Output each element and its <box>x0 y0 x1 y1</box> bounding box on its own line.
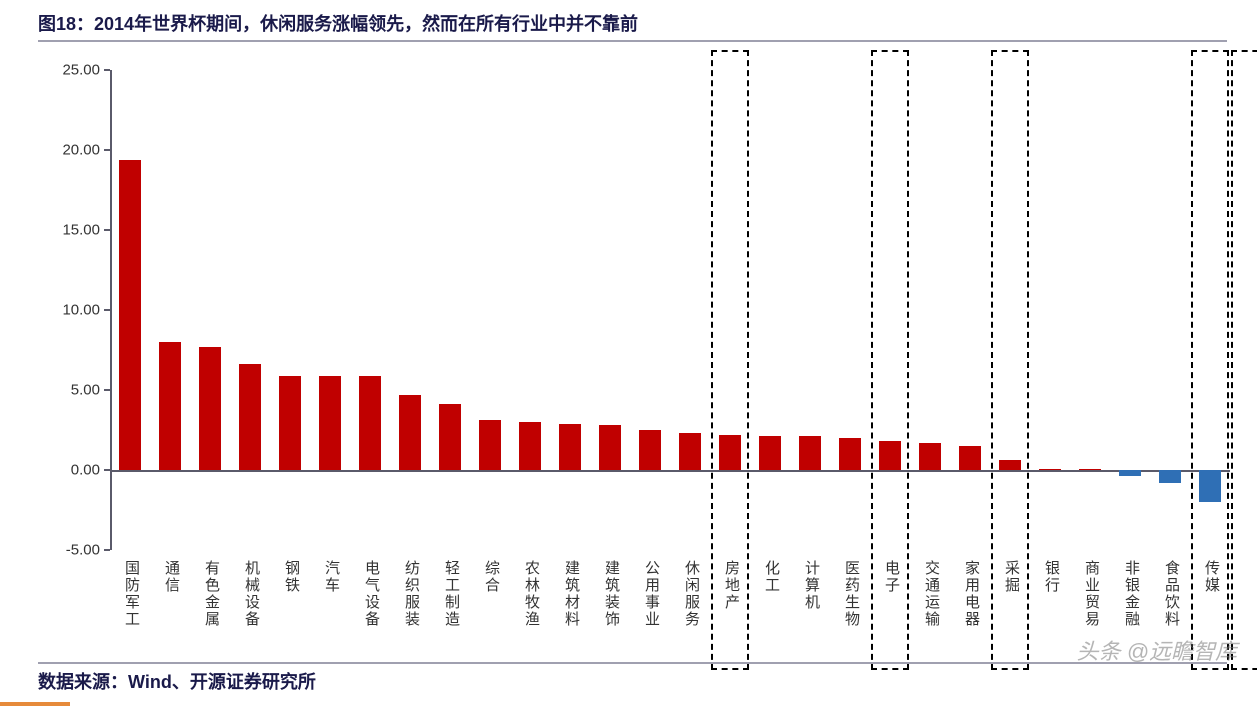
bar <box>719 435 741 470</box>
x-label: 传媒 <box>1201 560 1222 594</box>
bar <box>959 446 981 470</box>
bar <box>1159 470 1181 483</box>
y-tick-label: 10.00 <box>40 302 100 319</box>
bar <box>919 443 941 470</box>
bar <box>319 376 341 470</box>
bar <box>279 376 301 470</box>
y-tick-label: 15.00 <box>40 222 100 239</box>
bar <box>159 342 181 470</box>
x-label: 电气设备 <box>361 560 382 628</box>
x-label: 房地产 <box>721 560 742 611</box>
bar <box>359 376 381 470</box>
x-label: 有色金属 <box>201 560 222 628</box>
source-divider <box>38 662 1227 664</box>
bar <box>679 433 701 470</box>
title-divider <box>38 40 1227 42</box>
bar <box>439 404 461 470</box>
x-label: 交通运输 <box>921 560 942 628</box>
bar <box>199 347 221 470</box>
bar <box>839 438 861 470</box>
bar <box>479 420 501 470</box>
bar <box>239 364 261 470</box>
y-tick-label: 20.00 <box>40 142 100 159</box>
bar <box>799 436 821 470</box>
x-label: 电子 <box>881 560 902 594</box>
bar <box>519 422 541 470</box>
bar <box>599 425 621 470</box>
plot-area <box>110 70 1230 550</box>
x-label: 汽车 <box>321 560 342 594</box>
x-label: 家用电器 <box>961 560 982 628</box>
x-label: 银行 <box>1041 560 1062 594</box>
y-tick-label: 5.00 <box>40 382 100 399</box>
x-label: 建筑材料 <box>561 560 582 628</box>
bar-chart: -5.000.005.0010.0015.0020.0025.00 <box>60 70 1230 550</box>
x-label: 国防军工 <box>121 560 142 628</box>
x-label: 食品饮料 <box>1161 560 1182 628</box>
x-label: 纺织服装 <box>401 560 422 628</box>
x-label: 医药生物 <box>841 560 862 628</box>
x-label: 非银金融 <box>1121 560 1142 628</box>
y-tick-label: -5.00 <box>40 542 100 559</box>
x-label: 建筑装饰 <box>601 560 622 628</box>
x-label: 机械设备 <box>241 560 262 628</box>
x-label: 采掘 <box>1001 560 1022 594</box>
x-label: 休闲服务 <box>681 560 702 628</box>
bar <box>559 424 581 470</box>
bottom-accent <box>0 702 70 706</box>
data-source: 数据来源：Wind、开源证券研究所 <box>38 668 316 694</box>
x-label: 轻工制造 <box>441 560 462 628</box>
bar <box>999 460 1021 470</box>
x-label: 农林牧渔 <box>521 560 542 628</box>
x-label: 公用事业 <box>641 560 662 628</box>
x-label: 商业贸易 <box>1081 560 1102 628</box>
x-label: 钢铁 <box>281 560 302 594</box>
y-tick-label: 25.00 <box>40 62 100 79</box>
x-label: 通信 <box>161 560 182 594</box>
bar <box>1039 469 1061 470</box>
x-label: 计算机 <box>801 560 822 611</box>
bar <box>879 441 901 470</box>
bar <box>119 160 141 470</box>
x-label: 化工 <box>761 560 782 594</box>
bar <box>1199 470 1221 502</box>
bar <box>759 436 781 470</box>
bar <box>639 430 661 470</box>
x-label: 综合 <box>481 560 502 594</box>
highlight-box <box>1231 50 1257 670</box>
bar <box>399 395 421 470</box>
y-tick-label: 0.00 <box>40 462 100 479</box>
bar <box>1079 469 1101 470</box>
figure-title: 图18：2014年世界杯期间，休闲服务涨幅领先，然而在所有行业中并不靠前 <box>38 10 638 36</box>
bar <box>1119 470 1141 476</box>
